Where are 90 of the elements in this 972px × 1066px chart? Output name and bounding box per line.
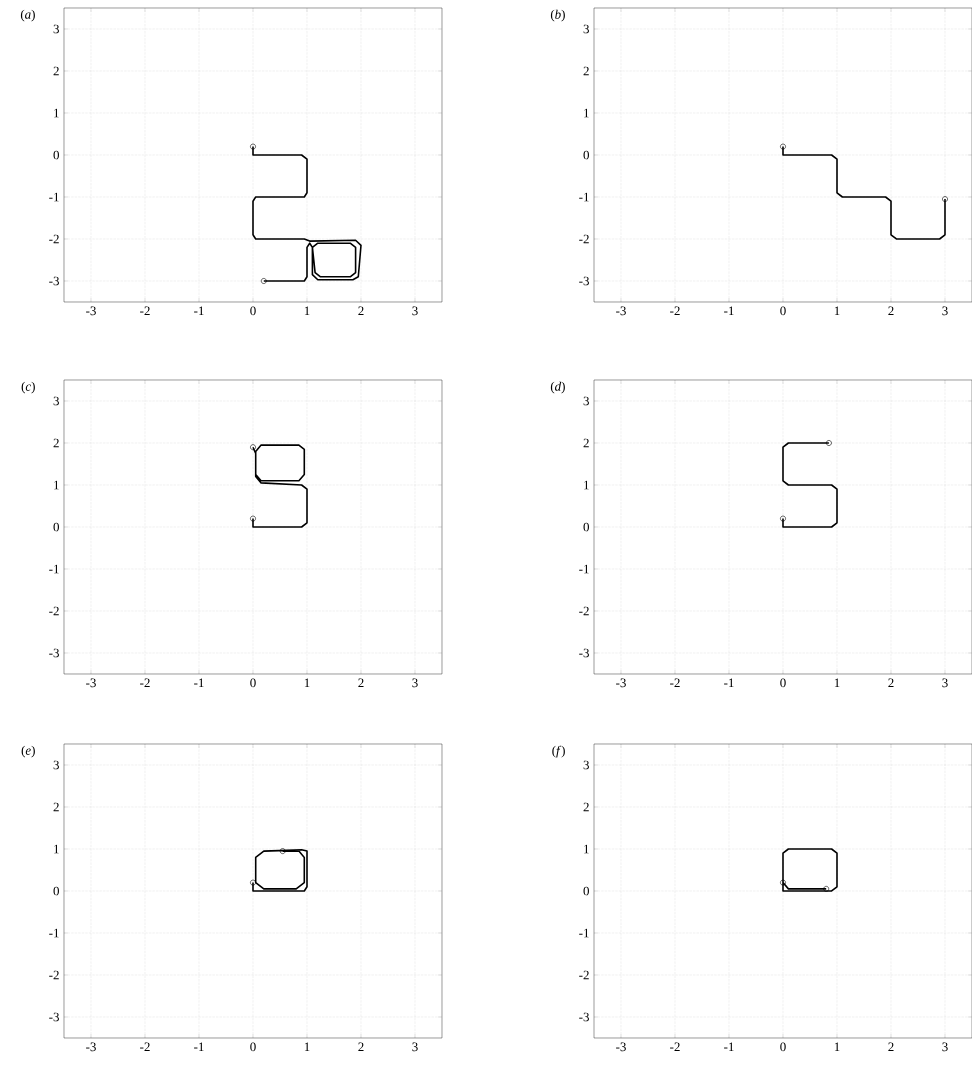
y-tick-label: 0 bbox=[53, 150, 59, 160]
y-tick-label: 1 bbox=[584, 844, 589, 854]
x-tick-label: -2 bbox=[140, 306, 150, 316]
x-tick-label: -1 bbox=[724, 306, 734, 316]
y-tick-label: 1 bbox=[54, 108, 59, 118]
y-tick-label: 3 bbox=[53, 760, 59, 770]
x-tick-label: 0 bbox=[250, 1042, 256, 1052]
y-tick-label: -1 bbox=[49, 928, 59, 938]
y-tick-label: 2 bbox=[53, 66, 59, 76]
y-tick-label: -2 bbox=[579, 606, 589, 616]
x-tick-label: -1 bbox=[724, 678, 734, 688]
x-tick-label: 2 bbox=[358, 678, 364, 688]
y-tick-label: -3 bbox=[49, 1012, 59, 1022]
x-tick-label: 3 bbox=[942, 1042, 948, 1052]
chart-title: (b) bbox=[550, 9, 565, 22]
x-tick-label: -2 bbox=[669, 1042, 680, 1052]
x-tick-label: 2 bbox=[358, 1042, 364, 1052]
y-tick-label: 3 bbox=[583, 24, 589, 34]
y-tick-label: -1 bbox=[579, 928, 589, 938]
x-tick-label: 1 bbox=[834, 678, 840, 688]
y-tick-label: 3 bbox=[583, 760, 589, 770]
chart-title: (e) bbox=[21, 745, 35, 758]
y-tick-label: 2 bbox=[53, 802, 59, 812]
x-tick-label: -1 bbox=[194, 1042, 204, 1052]
chart-title: (c) bbox=[21, 381, 35, 394]
y-tick-label: 1 bbox=[54, 844, 59, 854]
x-tick-label: -3 bbox=[86, 1042, 96, 1052]
x-tick-label: -3 bbox=[86, 678, 96, 688]
y-tick-label: -3 bbox=[579, 276, 589, 286]
y-tick-label: -2 bbox=[49, 970, 59, 980]
x-tick-label: -3 bbox=[616, 1042, 626, 1052]
y-tick-label: -2 bbox=[579, 234, 589, 244]
x-tick-label: -2 bbox=[670, 306, 680, 316]
x-tick-label: 2 bbox=[358, 306, 364, 316]
y-tick-label: -3 bbox=[579, 1012, 589, 1022]
x-tick-label: 3 bbox=[942, 678, 948, 688]
x-tick-label: -1 bbox=[194, 678, 204, 688]
y-tick-label: 1 bbox=[584, 480, 589, 490]
y-tick-label: 3 bbox=[583, 396, 589, 406]
x-tick-label: -2 bbox=[139, 678, 150, 688]
x-tick-label: 1 bbox=[304, 1042, 310, 1052]
y-tick-label: 0 bbox=[583, 150, 589, 160]
x-tick-label: 0 bbox=[250, 678, 256, 688]
y-tick-label: -3 bbox=[49, 276, 59, 286]
y-tick-label: 2 bbox=[583, 66, 589, 76]
y-tick-label: -1 bbox=[579, 192, 589, 202]
x-tick-label: 1 bbox=[304, 678, 310, 688]
y-tick-label: -1 bbox=[49, 192, 59, 202]
x-tick-label: -1 bbox=[724, 1042, 734, 1052]
x-tick-label: 0 bbox=[780, 678, 786, 688]
x-tick-label: 3 bbox=[942, 306, 948, 316]
x-tick-label: 0 bbox=[250, 306, 256, 316]
y-tick-label: -1 bbox=[49, 564, 59, 574]
chart-title: (d) bbox=[550, 381, 565, 394]
y-tick-label: -1 bbox=[579, 564, 589, 574]
x-tick-label: 3 bbox=[412, 678, 418, 688]
x-tick-label: 2 bbox=[888, 678, 894, 688]
x-tick-label: -3 bbox=[86, 306, 96, 316]
y-tick-label: 2 bbox=[53, 438, 59, 448]
y-tick-label: 0 bbox=[53, 886, 59, 896]
y-tick-label: 3 bbox=[53, 24, 59, 34]
x-tick-label: 0 bbox=[780, 1042, 786, 1052]
x-tick-label: 2 bbox=[888, 1042, 894, 1052]
x-tick-label: 1 bbox=[304, 306, 310, 316]
x-tick-label: -3 bbox=[616, 678, 626, 688]
y-tick-label: 1 bbox=[584, 108, 589, 118]
y-tick-label: 0 bbox=[583, 886, 589, 896]
x-tick-label: 1 bbox=[834, 1042, 840, 1052]
x-tick-label: 0 bbox=[780, 306, 786, 316]
x-tick-label: 3 bbox=[412, 1042, 418, 1052]
x-tick-label: 2 bbox=[888, 306, 894, 316]
y-tick-label: -2 bbox=[49, 234, 59, 244]
x-tick-label: 1 bbox=[834, 306, 840, 316]
y-tick-label: 2 bbox=[583, 802, 589, 812]
chart-title: (f) bbox=[552, 745, 565, 758]
x-tick-label: -2 bbox=[139, 1042, 150, 1052]
y-tick-label: 3 bbox=[53, 396, 59, 406]
y-tick-label: 0 bbox=[53, 522, 59, 532]
x-tick-label: -2 bbox=[669, 678, 680, 688]
y-tick-label: 2 bbox=[583, 438, 589, 448]
y-tick-label: -2 bbox=[49, 606, 59, 616]
y-tick-label: 1 bbox=[54, 480, 59, 490]
x-tick-label: 3 bbox=[412, 306, 418, 316]
y-tick-label: -3 bbox=[49, 648, 59, 658]
y-tick-label: -3 bbox=[579, 648, 589, 658]
y-tick-label: 0 bbox=[583, 522, 589, 532]
chart-title: (a) bbox=[20, 9, 35, 22]
y-tick-label: -2 bbox=[579, 970, 589, 980]
x-tick-label: -1 bbox=[194, 306, 204, 316]
x-tick-label: -3 bbox=[616, 306, 626, 316]
